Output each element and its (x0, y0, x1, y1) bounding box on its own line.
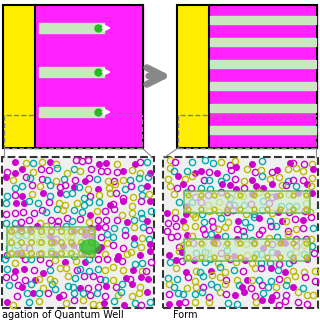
Bar (7, 227, 95, 257)
Bar (184, 191, 310, 213)
Bar (210, 16, 316, 24)
Bar (210, 82, 316, 90)
Bar (210, 104, 316, 112)
Bar (177, 5, 209, 148)
Text: agation of Quantum Well: agation of Quantum Well (2, 310, 124, 320)
Bar (210, 126, 316, 134)
Ellipse shape (79, 239, 101, 255)
Bar (4, 115, 142, 148)
Bar (209, 5, 317, 148)
Bar (3, 5, 143, 148)
Text: Form: Form (173, 310, 197, 320)
Bar (184, 239, 310, 261)
Bar (39, 67, 104, 77)
Bar (177, 5, 317, 148)
Bar (163, 157, 318, 308)
Bar (210, 38, 316, 46)
Bar (178, 115, 316, 148)
Bar (39, 107, 104, 117)
Bar (39, 23, 104, 33)
Bar (210, 60, 316, 68)
Bar (2, 157, 154, 308)
Bar (35, 5, 143, 148)
Bar (3, 5, 35, 148)
